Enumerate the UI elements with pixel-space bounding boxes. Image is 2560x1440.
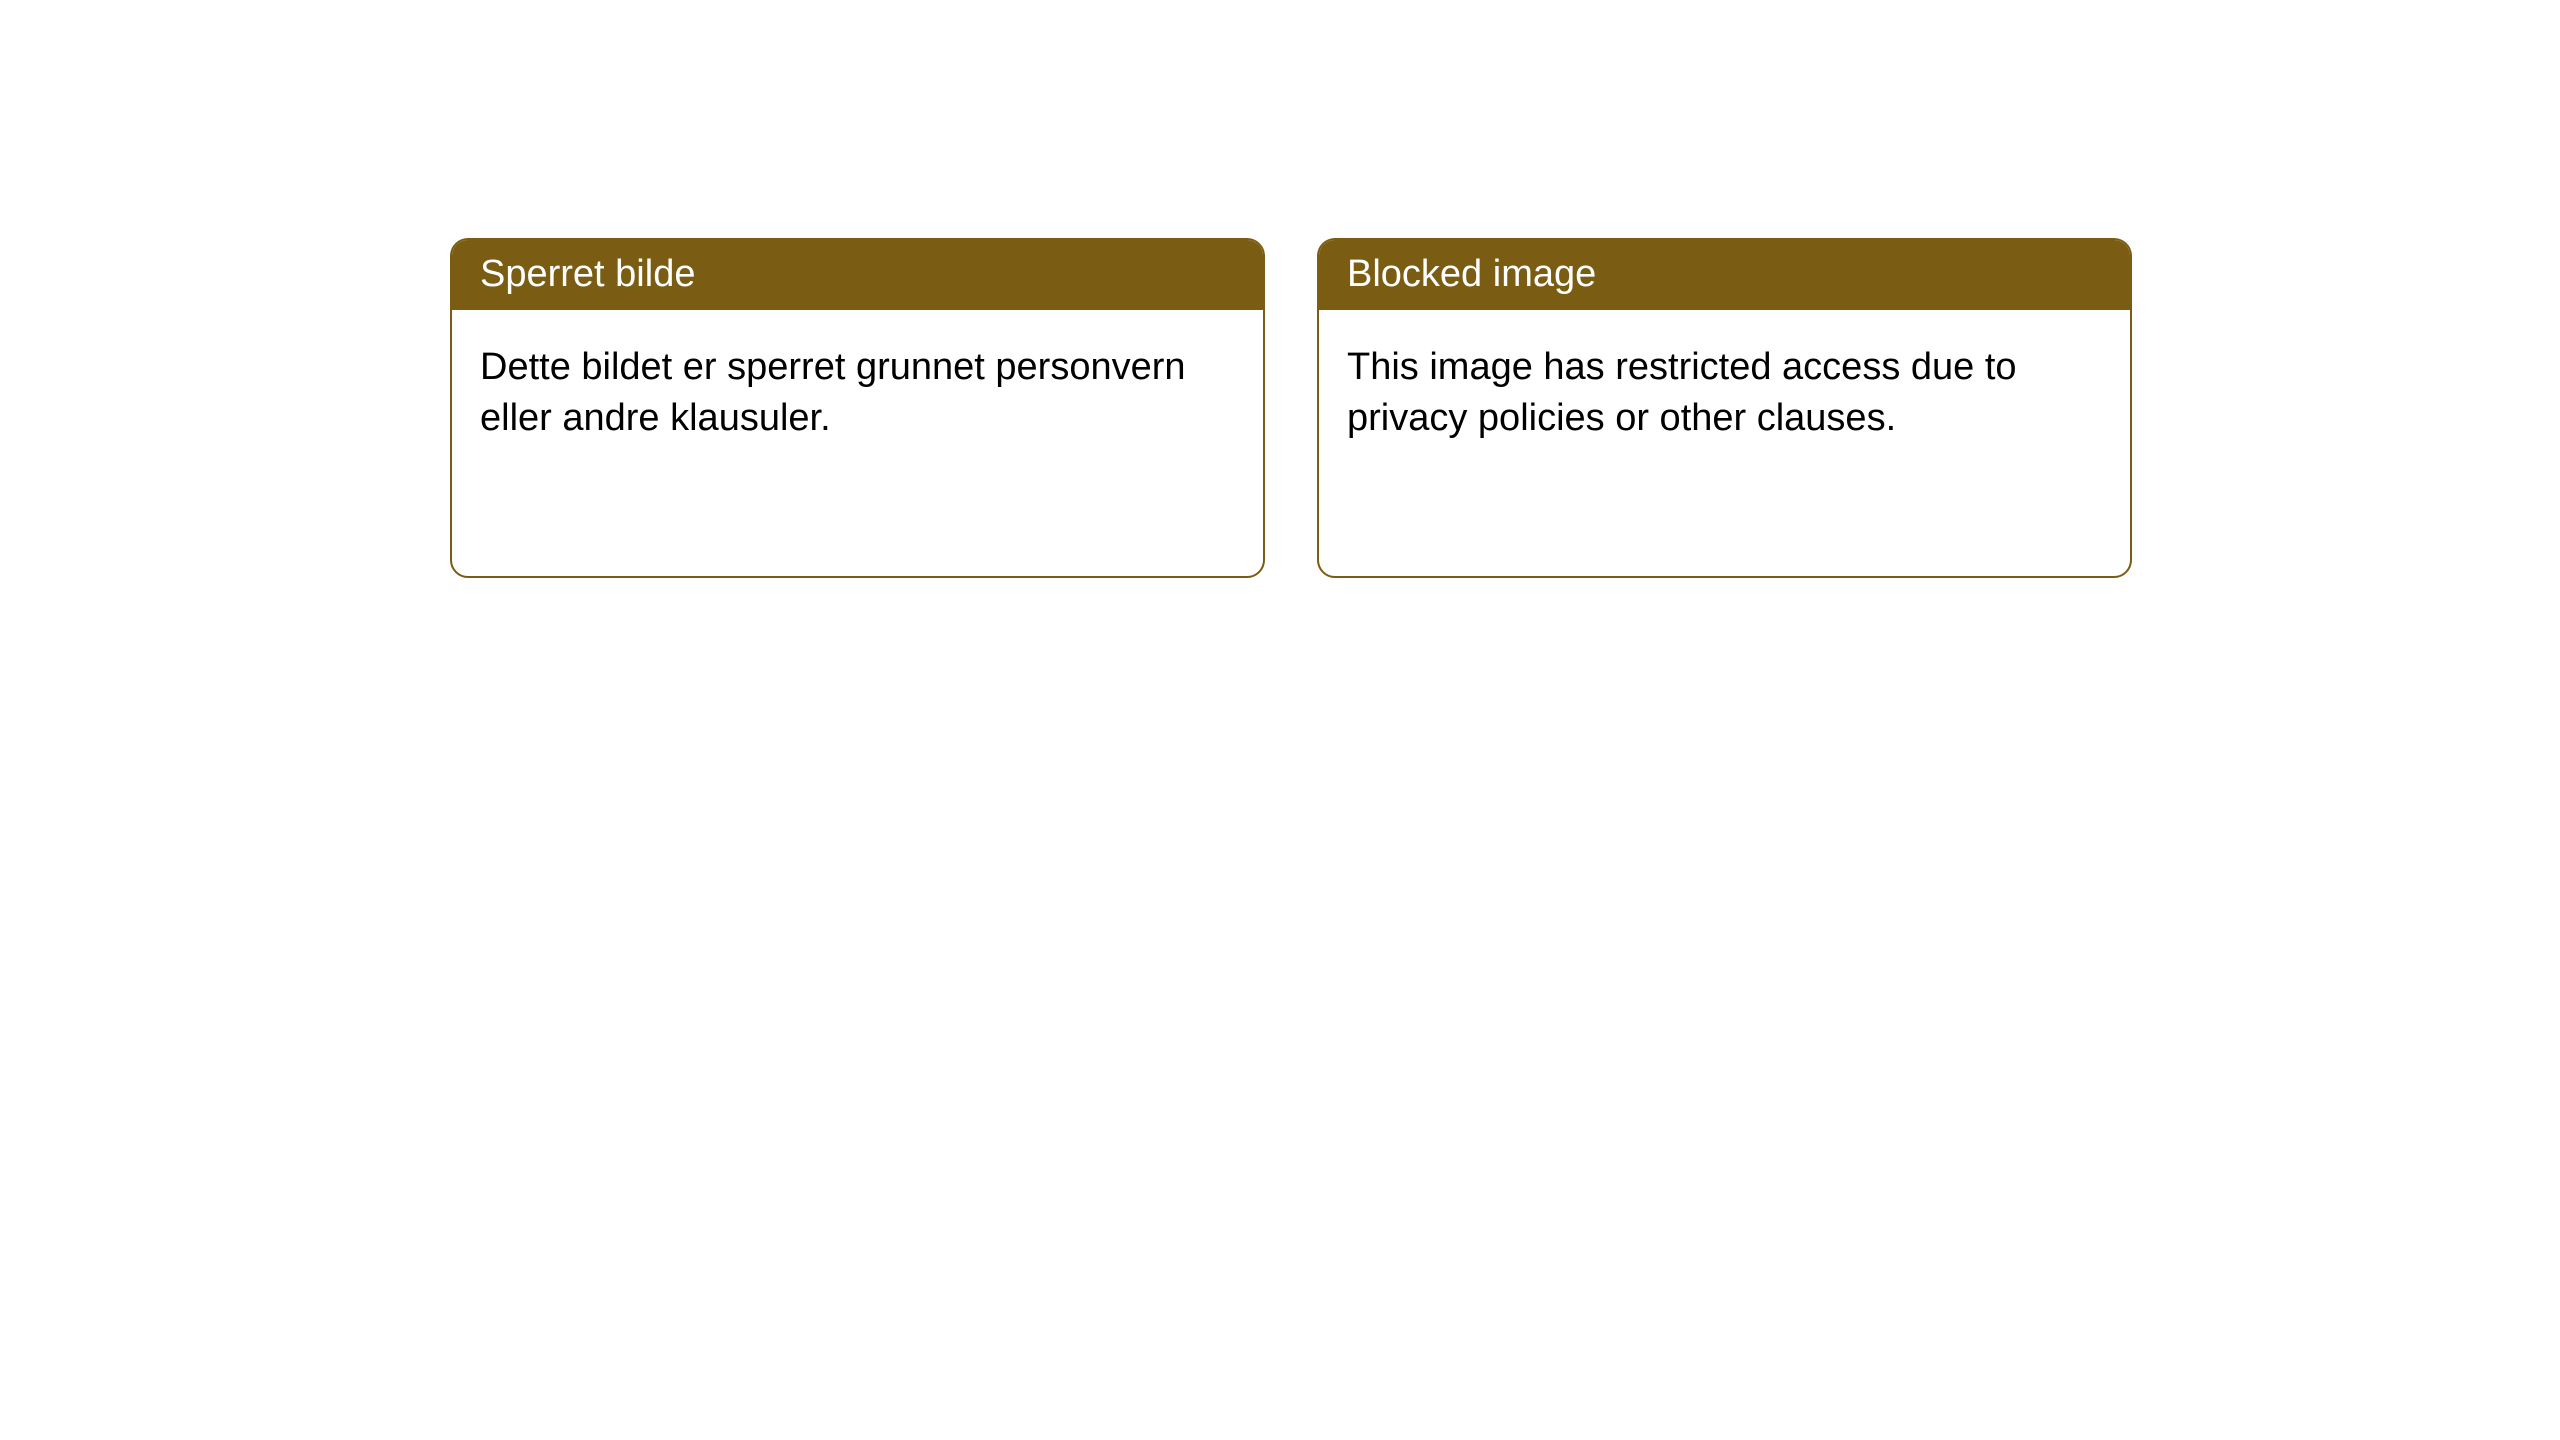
blocked-image-card-en: Blocked image This image has restricted … xyxy=(1317,238,2132,578)
card-body-en: This image has restricted access due to … xyxy=(1319,310,2130,477)
card-title-no: Sperret bilde xyxy=(480,253,695,295)
card-body-no: Dette bildet er sperret grunnet personve… xyxy=(452,310,1263,477)
card-title-en: Blocked image xyxy=(1347,253,1596,295)
card-body-text-no: Dette bildet er sperret grunnet personve… xyxy=(480,346,1186,439)
notice-cards-container: Sperret bilde Dette bildet er sperret gr… xyxy=(450,238,2132,578)
card-header-en: Blocked image xyxy=(1319,240,2130,310)
card-body-text-en: This image has restricted access due to … xyxy=(1347,346,2017,439)
blocked-image-card-no: Sperret bilde Dette bildet er sperret gr… xyxy=(450,238,1265,578)
card-header-no: Sperret bilde xyxy=(452,240,1263,310)
